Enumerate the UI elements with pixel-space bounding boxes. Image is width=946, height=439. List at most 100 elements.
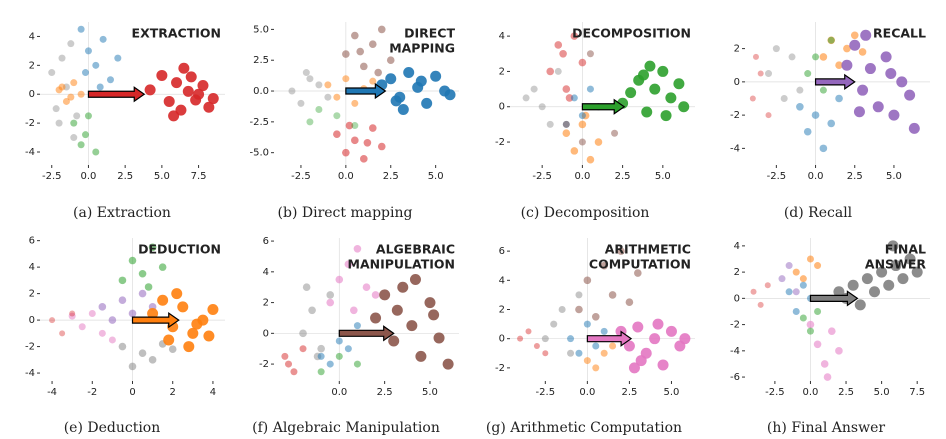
point — [644, 60, 656, 72]
point — [792, 268, 800, 276]
point — [77, 25, 85, 33]
x-tick-label: 5.0 — [422, 387, 438, 398]
point — [288, 87, 296, 95]
point — [92, 148, 100, 156]
plot-label: ANSWER — [865, 257, 926, 272]
point — [70, 134, 78, 142]
y-tick-label: 6 — [29, 236, 35, 247]
x-tick-label: 2.5 — [377, 387, 393, 398]
point — [444, 89, 456, 101]
point — [567, 335, 575, 343]
point — [600, 327, 608, 335]
point — [377, 25, 386, 34]
point — [138, 349, 147, 357]
point — [799, 275, 807, 283]
point — [828, 327, 836, 335]
point — [554, 67, 562, 75]
point — [191, 318, 203, 330]
point — [315, 106, 323, 114]
point — [799, 281, 807, 289]
y-tick-label: -2 — [259, 359, 269, 370]
point — [428, 309, 440, 321]
y-tick-label: -4 — [730, 346, 740, 357]
point — [530, 85, 538, 93]
point — [114, 54, 122, 62]
point — [611, 129, 619, 137]
point — [570, 32, 579, 40]
point — [575, 291, 583, 299]
x-tick-label: 2.5 — [621, 387, 637, 398]
point — [890, 260, 902, 272]
y-tick-label: 2 — [734, 44, 740, 55]
point — [772, 45, 780, 53]
caption: (f) Algebraic Manipulation — [252, 420, 440, 436]
y-tick-label: 6 — [263, 236, 269, 247]
plot-label: ARITHMETIC — [605, 242, 691, 257]
plot-label: EXTRACTION — [132, 26, 221, 41]
point — [385, 73, 397, 85]
point — [138, 269, 147, 278]
point — [415, 350, 427, 362]
point — [594, 138, 603, 146]
point — [55, 119, 63, 127]
point — [306, 75, 314, 83]
plot-label: MAPPING — [389, 41, 455, 56]
x-tick-label: 7.5 — [191, 171, 207, 182]
y-tick-label: 0 — [263, 328, 269, 339]
point — [562, 120, 570, 128]
y-tick-label: -2 — [25, 342, 35, 353]
point — [583, 357, 591, 365]
y-tick-label: 0.0 — [253, 86, 269, 97]
x-tick-label: 5.0 — [874, 387, 890, 398]
point — [128, 256, 137, 265]
y-tick-label: 6 — [499, 246, 505, 257]
point — [369, 77, 377, 85]
point — [118, 342, 127, 351]
point — [617, 247, 625, 255]
point — [144, 84, 156, 96]
x-tick-label: -4 — [47, 387, 57, 398]
point — [78, 323, 86, 331]
point — [570, 147, 579, 155]
plot-label: FINAL — [885, 242, 926, 257]
plot-label: DEDUCTION — [138, 242, 221, 257]
point — [652, 318, 664, 330]
y-tick-label: 0 — [29, 315, 35, 326]
point — [850, 31, 859, 40]
y-tick-label: 2 — [29, 60, 35, 71]
point — [858, 48, 867, 56]
subplot: -2.5 0.0 2.5 5.0 -2 0 2 4 6 ARITHMETICCOMPUTATION… — [486, 238, 695, 436]
point — [835, 94, 843, 103]
arrow — [345, 82, 387, 100]
point — [433, 332, 445, 344]
point — [823, 373, 832, 381]
point — [896, 76, 908, 88]
arrow — [338, 325, 395, 342]
x-tick-label: 0.0 — [808, 171, 824, 182]
point — [302, 283, 311, 292]
point — [638, 69, 650, 81]
point — [525, 328, 532, 335]
point — [147, 307, 159, 319]
caption: (d) Recall — [784, 205, 853, 221]
point — [397, 281, 409, 293]
y-tick-label: -6 — [730, 372, 740, 383]
point — [386, 56, 395, 65]
point — [353, 244, 362, 253]
point — [908, 122, 920, 134]
point — [904, 253, 916, 265]
y-tick-label: 5.0 — [253, 24, 269, 35]
y-tick-label: -4 — [25, 368, 35, 379]
point — [550, 320, 558, 328]
x-tick-label: -2.5 — [765, 387, 785, 398]
point — [847, 279, 859, 291]
y-tick-label: -2 — [25, 118, 35, 129]
point — [324, 93, 332, 101]
point — [88, 309, 96, 317]
point — [363, 139, 372, 147]
caption: (b) Direct mapping — [278, 205, 413, 221]
point — [854, 299, 866, 311]
